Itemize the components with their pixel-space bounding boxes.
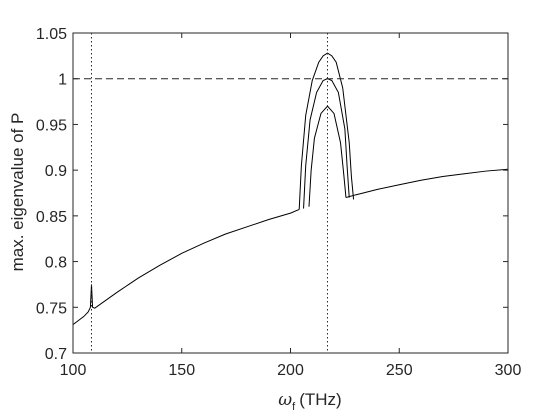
y-tick-label: 0.95: [36, 117, 67, 134]
y-tick-label: 0.8: [45, 255, 67, 272]
plot-lines: [72, 52, 509, 326]
x-axis-subscript: f: [292, 401, 296, 413]
y-axis-label: max. eigenvalue of P: [8, 113, 27, 272]
x-tick-label: 300: [495, 362, 522, 379]
axis-ticks: [72, 32, 509, 354]
x-axis-unit: (THz): [299, 390, 341, 409]
y-tick-label: 0.85: [36, 209, 67, 226]
x-tick-label: 250: [386, 362, 413, 379]
x-axis-label: ωf (THz): [278, 390, 341, 413]
y-tick-label: 1: [58, 72, 67, 89]
y-tick-label: 1.05: [36, 26, 67, 43]
y-tick-label: 0.75: [36, 300, 67, 317]
plot-frame: [72, 32, 509, 354]
x-axis-symbol: ω: [278, 390, 292, 410]
reference-lines: [73, 33, 508, 353]
series-line-1: [72, 208, 300, 326]
series-line-5: [345, 168, 509, 199]
y-tick-label: 0.7: [45, 346, 67, 363]
x-tick-label: 150: [168, 362, 195, 379]
x-tick-label: 100: [60, 362, 87, 379]
y-tick-label: 0.9: [45, 163, 67, 180]
x-tick-label: 200: [277, 362, 304, 379]
tick-labels: 100 150 200 250 300 0.7 0.75 0.8 0.85 0.9 0.95 1 1.0…: [36, 26, 522, 379]
